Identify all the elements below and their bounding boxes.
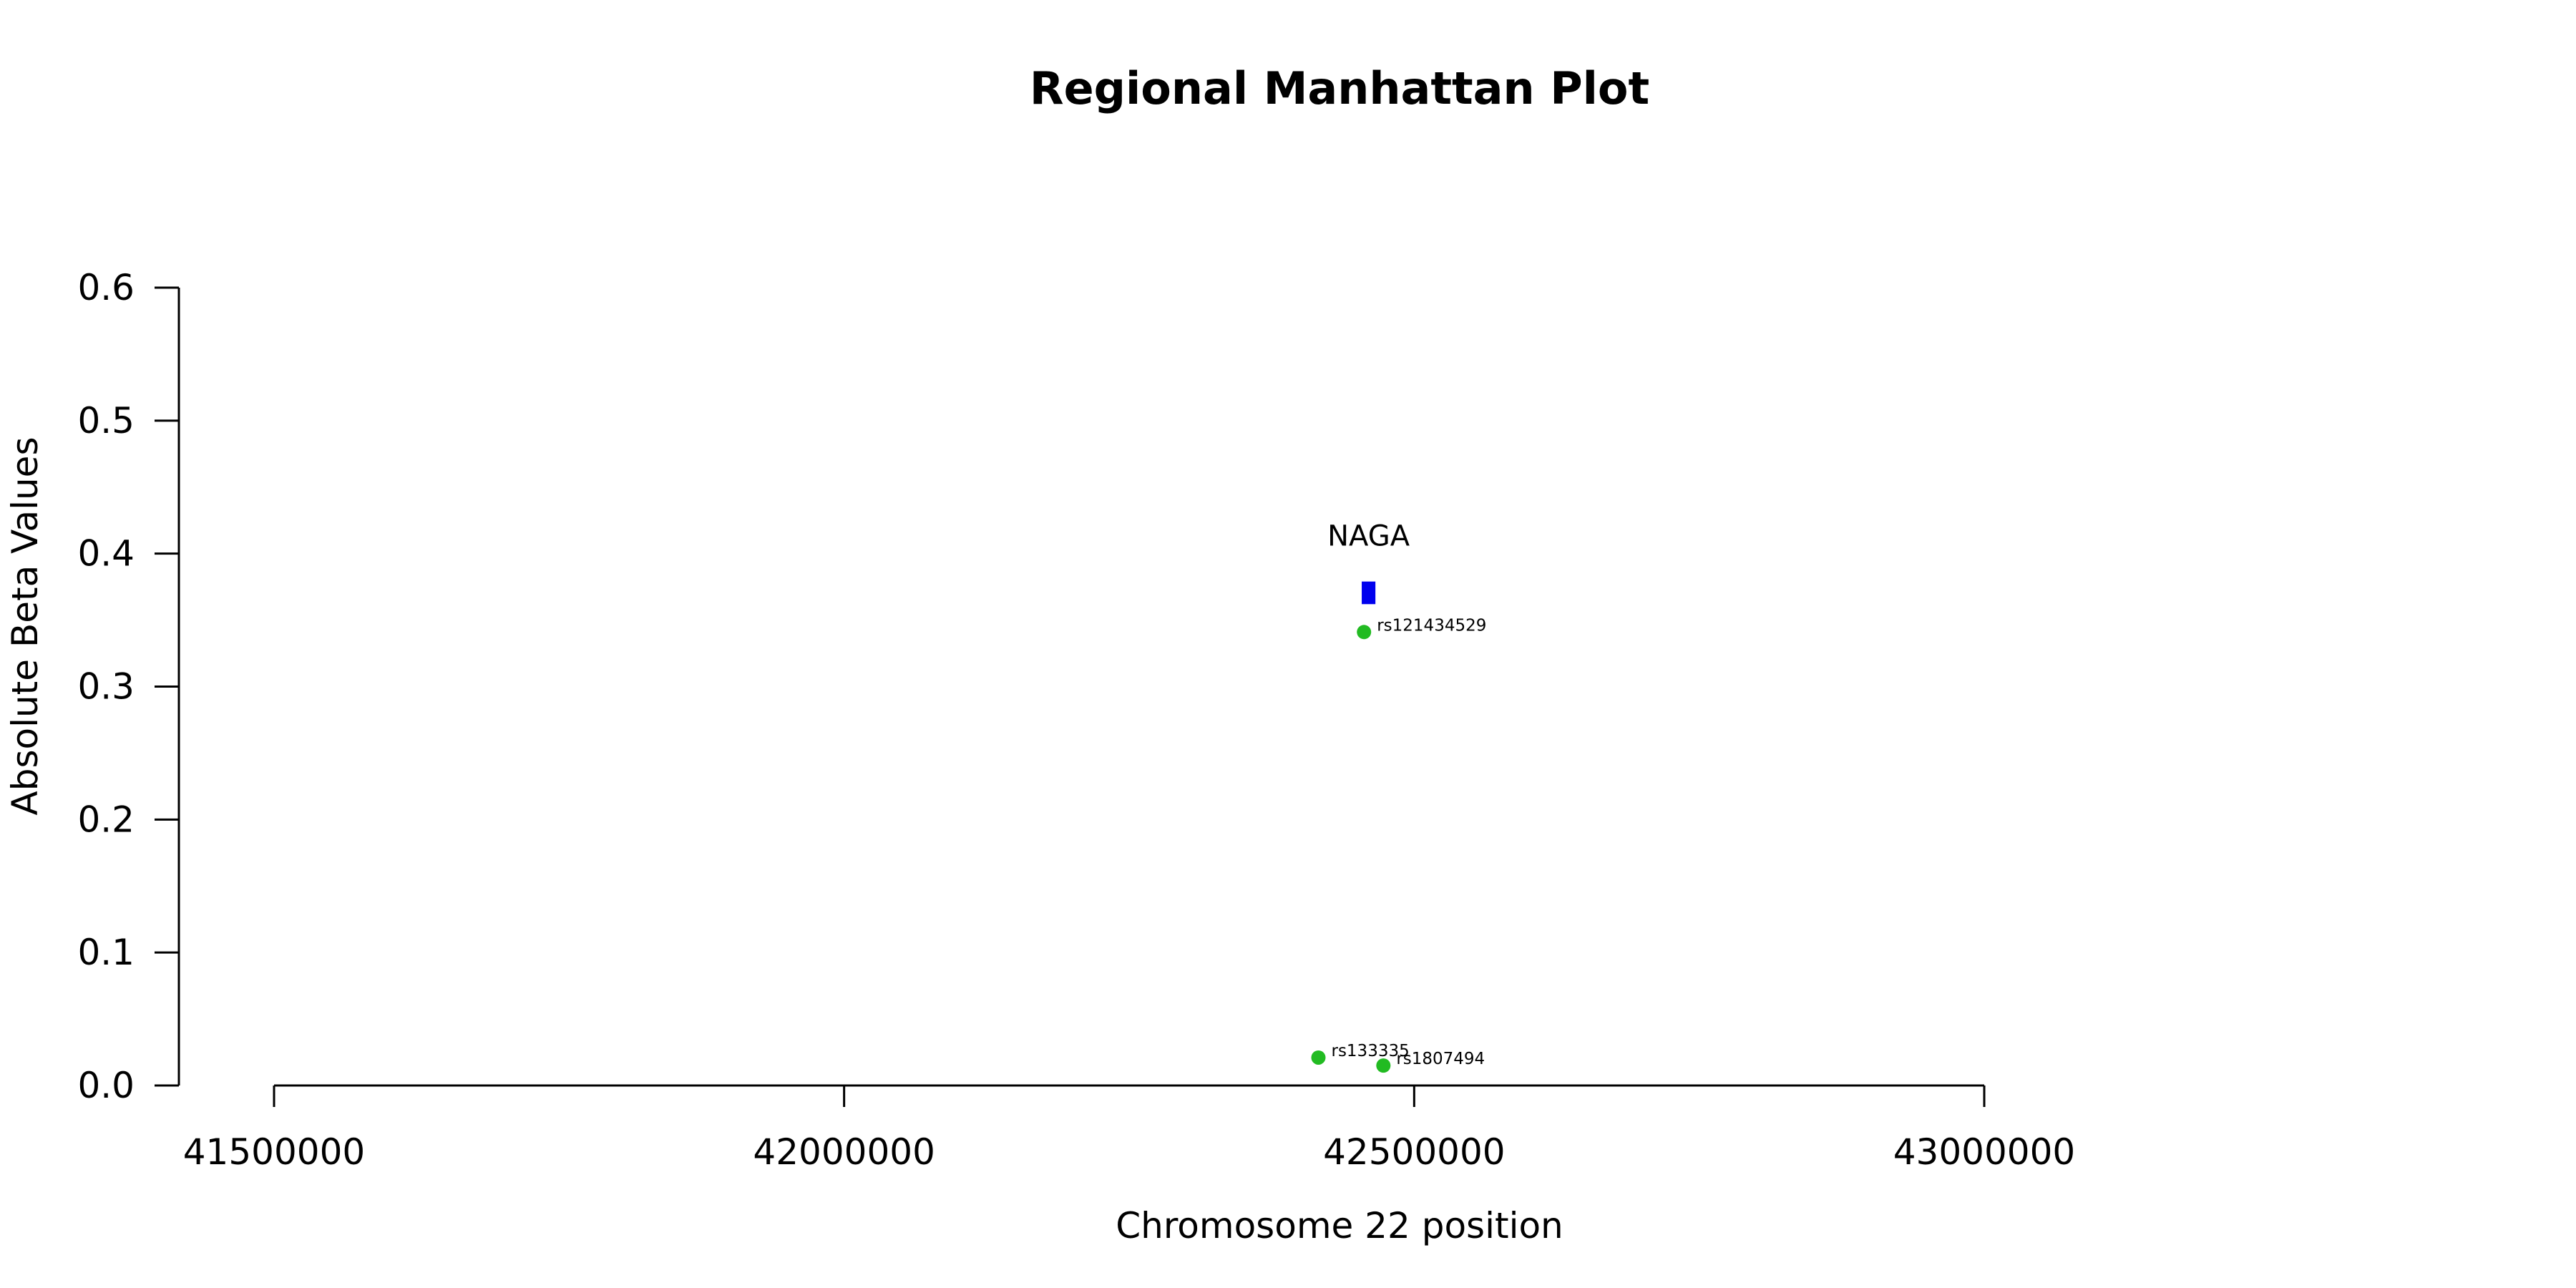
y-tick-label: 0.5 (77, 400, 135, 441)
y-axis: 0.0 0.1 0.2 0.3 0.4 0.5 0.6 (77, 267, 180, 1106)
x-tick-label: 43000000 (1893, 1131, 2076, 1173)
snp-label: rs121434529 (1377, 616, 1486, 635)
snp-label: rs1807494 (1396, 1050, 1485, 1068)
y-tick-label: 0.0 (77, 1065, 135, 1106)
gene-layer: NAGA (1327, 520, 1410, 605)
snp-label: rs133335 (1331, 1042, 1409, 1060)
snp-point (1311, 1050, 1326, 1065)
x-tick-label: 42000000 (753, 1131, 935, 1173)
x-axis: 41500000 42000000 42500000 43000000 (183, 1084, 2076, 1173)
gene-marker-naga (1362, 581, 1376, 605)
y-tick-label: 0.6 (77, 267, 135, 308)
y-tick-label: 0.2 (77, 799, 135, 840)
y-tick-label: 0.3 (77, 666, 135, 708)
x-tick-label: 42500000 (1323, 1131, 1506, 1173)
x-axis-label: Chromosome 22 position (1116, 1205, 1563, 1246)
y-tick-label: 0.4 (77, 533, 135, 575)
y-axis-label: Absolute Beta Values (4, 437, 46, 816)
snp-point (1376, 1058, 1391, 1073)
chart-title: Regional Manhattan Plot (1030, 62, 1649, 114)
gene-label: NAGA (1327, 520, 1410, 553)
snp-point (1357, 625, 1372, 640)
x-tick-label: 41500000 (183, 1131, 366, 1173)
y-tick-label: 0.1 (77, 932, 135, 973)
